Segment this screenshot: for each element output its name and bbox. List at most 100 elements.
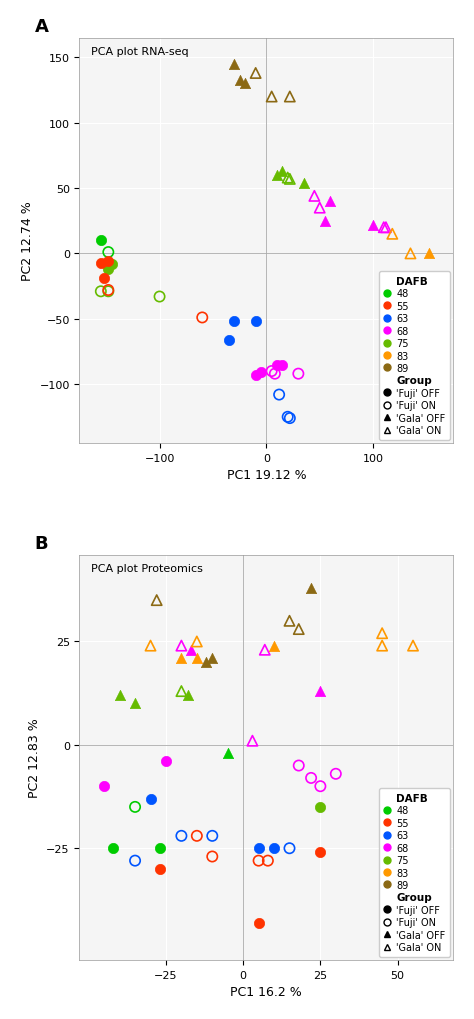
Point	[225, 332, 233, 348]
Point	[295, 757, 302, 773]
Point	[178, 650, 185, 666]
Point	[230, 314, 238, 330]
Point	[241, 76, 249, 93]
Point	[310, 189, 318, 205]
Point	[108, 257, 115, 273]
Point	[147, 638, 155, 654]
Point	[105, 245, 112, 261]
Point	[156, 861, 164, 877]
Point	[284, 410, 292, 426]
Point	[286, 171, 293, 187]
Point	[275, 387, 283, 404]
Point	[178, 638, 185, 654]
Y-axis label: PC2 12.83 %: PC2 12.83 %	[27, 717, 41, 797]
Point	[100, 271, 108, 287]
Point	[264, 853, 272, 869]
Point	[147, 791, 155, 807]
Point	[317, 779, 324, 795]
Legend: DAFB, 48, 55, 63, 68, 75, 83, 89, Group, 'Fuji' OFF, 'Fuji' ON, 'Gala' OFF, 'Gal: DAFB, 48, 55, 63, 68, 75, 83, 89, Group,…	[379, 789, 450, 957]
Point	[193, 827, 201, 844]
Point	[286, 411, 293, 427]
Point	[279, 357, 286, 373]
Point	[369, 217, 377, 233]
Point	[271, 366, 279, 382]
Point	[317, 684, 324, 700]
Point	[300, 175, 308, 192]
Point	[270, 638, 278, 654]
Point	[156, 841, 164, 857]
Point	[184, 688, 191, 704]
Point	[316, 201, 323, 217]
Point	[380, 220, 388, 236]
Point	[279, 164, 286, 180]
Point	[378, 638, 386, 654]
Point	[131, 853, 139, 869]
Point	[268, 90, 275, 106]
Point	[105, 254, 112, 270]
Point	[105, 282, 112, 299]
Text: PCA plot RNA-seq: PCA plot RNA-seq	[91, 47, 188, 57]
Point	[317, 845, 324, 861]
Point	[209, 849, 216, 865]
Point	[252, 66, 259, 83]
Point	[230, 57, 238, 73]
Point	[425, 246, 432, 262]
Point	[153, 592, 161, 608]
Point	[116, 688, 123, 704]
Point	[131, 799, 139, 815]
X-axis label: PC1 16.2 %: PC1 16.2 %	[230, 985, 302, 999]
Point	[156, 289, 164, 306]
Point	[187, 642, 194, 658]
Point	[97, 233, 105, 250]
Point	[382, 220, 390, 236]
Point	[307, 770, 315, 787]
Point	[389, 226, 396, 243]
Text: A: A	[35, 18, 48, 37]
Point	[286, 90, 293, 106]
Point	[255, 853, 263, 869]
Point	[224, 745, 231, 761]
Point	[378, 626, 386, 642]
Point	[202, 654, 210, 671]
Text: B: B	[35, 535, 48, 553]
Point	[407, 246, 414, 262]
Point	[252, 368, 259, 384]
Point	[261, 642, 269, 658]
Point	[97, 284, 105, 301]
Point	[100, 779, 108, 795]
Point	[209, 650, 216, 666]
Point	[295, 622, 302, 638]
Point	[105, 284, 112, 301]
Point	[268, 364, 275, 380]
Point	[199, 310, 206, 326]
Point	[332, 766, 339, 783]
Point	[193, 650, 201, 666]
Point	[178, 827, 185, 844]
Text: PCA plot Proteomics: PCA plot Proteomics	[91, 564, 202, 573]
Point	[162, 753, 170, 769]
Point	[273, 357, 281, 373]
Point	[255, 841, 263, 857]
X-axis label: PC1 19.12 %: PC1 19.12 %	[227, 469, 306, 482]
Point	[270, 841, 278, 857]
Point	[294, 366, 302, 382]
Point	[131, 696, 139, 712]
Point	[409, 638, 417, 654]
Point	[97, 255, 105, 271]
Point	[327, 194, 334, 210]
Point	[178, 684, 185, 700]
Point	[236, 72, 244, 89]
Point	[249, 733, 256, 749]
Point	[317, 799, 324, 815]
Point	[255, 915, 263, 931]
Point	[109, 841, 117, 857]
Point	[321, 213, 329, 229]
Point	[284, 170, 292, 186]
Point	[273, 167, 281, 183]
Point	[307, 580, 315, 596]
Point	[430, 275, 438, 291]
Point	[286, 613, 293, 630]
Point	[286, 841, 293, 857]
Point	[105, 262, 112, 278]
Y-axis label: PC2 12.74 %: PC2 12.74 %	[21, 201, 34, 281]
